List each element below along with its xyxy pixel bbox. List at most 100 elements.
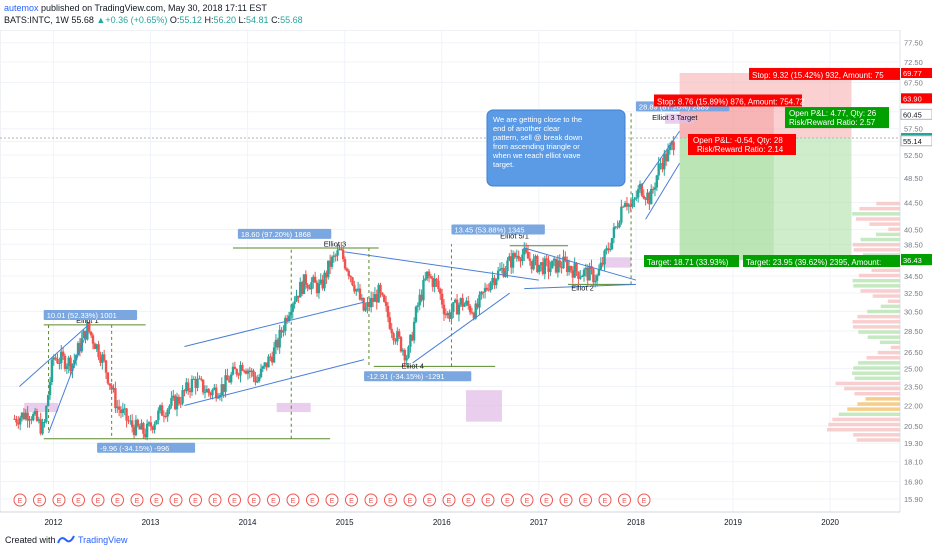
volume-profile-bar: [852, 320, 900, 324]
candle-body: [427, 271, 431, 277]
candle-body: [239, 365, 242, 376]
pnl-loss-line: Risk/Reward Ratio: 2.14: [697, 145, 784, 154]
wave-label: Elliot 3: [324, 240, 347, 249]
candle-body: [198, 378, 201, 380]
candle-body: [170, 397, 173, 406]
volume-profile-bar: [858, 361, 900, 365]
candle-body: [187, 382, 190, 391]
candle-body: [364, 307, 367, 311]
volume-profile-bar: [860, 289, 900, 293]
candle-body: [211, 389, 214, 396]
candle-body: [582, 269, 586, 277]
candle-body: [302, 274, 306, 295]
candle-body: [511, 253, 515, 268]
earnings-icon: [325, 493, 339, 507]
earnings-icon: [618, 493, 631, 507]
candle-body: [532, 258, 535, 270]
earnings-icon: [403, 493, 417, 507]
volume-profile-bar: [828, 422, 900, 427]
candle-body: [571, 270, 575, 278]
candle-body: [595, 275, 599, 281]
candle-body: [474, 303, 477, 319]
earnings-marker: E: [388, 498, 393, 505]
volume-profile-bar: [857, 402, 900, 406]
candle-body: [39, 419, 42, 434]
candle-body: [114, 388, 117, 409]
earnings-marker: E: [291, 498, 296, 505]
candle-body: [534, 256, 537, 259]
candle-body: [431, 277, 434, 288]
candle-body: [664, 153, 668, 162]
candle-body: [287, 315, 291, 322]
candle-body: [116, 406, 119, 409]
candle-body: [644, 198, 647, 200]
candle-body: [162, 415, 166, 417]
trend-line: [524, 247, 637, 281]
measure-label: 18.60 (97.20%) 1868: [241, 230, 311, 239]
candle-body: [510, 256, 513, 268]
ohlc-line: BATS:INTC, 1W 55.68 ▲+0.36 (+0.65%) O:55…: [4, 15, 303, 26]
stop-label: Stop: 8.76 (15.89%) 876, Amount: 754.72: [657, 97, 805, 106]
earnings-icon: [189, 493, 202, 507]
earnings-marker: E: [564, 498, 569, 505]
time-tick-label: 2019: [724, 518, 742, 527]
trend-line: [412, 292, 511, 364]
candle-body: [256, 381, 259, 383]
candle-body: [129, 420, 132, 422]
candle-body: [336, 250, 339, 256]
footer: Created with TradingView: [0, 530, 932, 550]
earnings-icon: [384, 493, 397, 507]
candle-body: [168, 405, 171, 410]
high-value: 56.20: [213, 15, 236, 25]
candle-body: [327, 260, 330, 278]
volume-profile-bar: [859, 206, 900, 211]
candle-body: [453, 299, 457, 303]
price-label: 55.14: [903, 137, 922, 146]
candle-body: [403, 350, 406, 361]
candle-body: [267, 356, 270, 368]
candle-body: [648, 192, 651, 205]
candle-body: [661, 163, 664, 170]
candle-body: [580, 276, 584, 278]
earnings-icon: [286, 493, 300, 507]
candle-body: [355, 289, 358, 292]
chart-header: autemox published on TradingView.com, Ma…: [0, 0, 932, 30]
author-link[interactable]: autemox: [4, 3, 39, 13]
candle-body: [547, 260, 550, 272]
candle-body: [88, 322, 91, 332]
candle-body: [222, 384, 225, 392]
candle-body: [43, 422, 46, 424]
stop-box: [749, 67, 900, 80]
candle-body: [616, 226, 619, 228]
candle-body: [396, 331, 399, 342]
candle-body: [343, 259, 347, 269]
candle-body: [481, 291, 485, 293]
volume-profile-bar: [857, 314, 900, 319]
price-tick-label: 22.00: [904, 401, 923, 410]
tradingview-brand[interactable]: TradingView: [78, 535, 128, 545]
time-tick-label: 2014: [239, 518, 257, 527]
candle-body: [183, 390, 186, 392]
candle-body: [541, 262, 545, 275]
earnings-marker: E: [622, 498, 627, 505]
price-axis[interactable]: 15.90 16.90 18.10 19.30 20.50 22.00 23.50 25.00…: [900, 39, 932, 504]
time-tick-label: 2020: [821, 518, 839, 527]
candle-body: [190, 379, 194, 393]
candle-body: [73, 359, 76, 364]
candle-body: [231, 366, 235, 375]
earnings-icon: [111, 493, 124, 507]
candle-body: [668, 145, 672, 150]
candle-body: [435, 278, 438, 281]
candle-body: [513, 253, 517, 258]
candle-body: [476, 303, 479, 308]
candle-body: [653, 187, 657, 190]
price-chart[interactable]: Elliot 1 Elliot 3 Elliot 4 Elliot 5/1 Elliot…: [0, 30, 932, 530]
candle-body: [491, 277, 494, 283]
earnings-marker: E: [193, 498, 198, 505]
candle-body: [65, 366, 69, 370]
earnings-icon: [501, 493, 514, 507]
candle-body: [369, 297, 373, 308]
candle-body: [63, 355, 67, 370]
annotations: Elliot 1 Elliot 3 Elliot 4 Elliot 5/1 Elliot…: [43, 67, 900, 453]
time-axis[interactable]: 2012 2013 2014 2015 2016 2017 2018 2019 2020: [0, 511, 900, 527]
